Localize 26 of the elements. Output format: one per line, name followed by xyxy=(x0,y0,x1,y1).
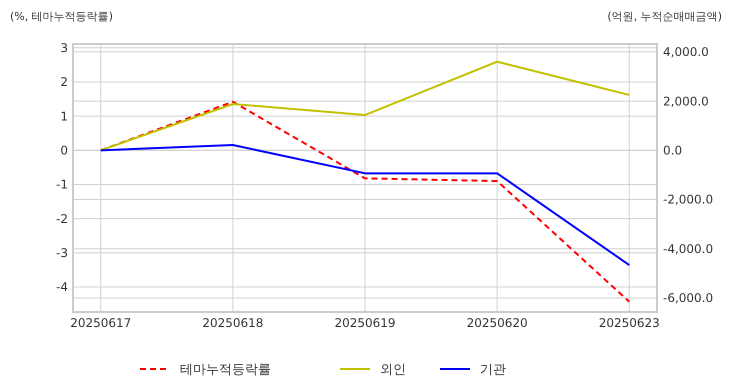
x-tick-label: 20250620 xyxy=(466,316,528,330)
y-tick-label: 3 xyxy=(60,40,68,55)
legend-label: 외인 xyxy=(380,362,406,378)
y2-tick-label: 0.0 xyxy=(663,144,682,158)
y2-tick-label: -4,000.0 xyxy=(663,242,714,256)
y-tick-label: -4 xyxy=(56,280,68,294)
x-tick-label: 20250623 xyxy=(598,316,660,330)
y-tick-label: 1 xyxy=(60,109,68,124)
x-tick-label: 20250619 xyxy=(334,316,396,330)
x-tick-label: 20250617 xyxy=(70,316,132,330)
y2-tick-label: 2,000.0 xyxy=(663,94,709,108)
y-tick-label: 0 xyxy=(60,144,68,158)
line-series xyxy=(100,60,630,152)
y2-tick-label: -2,000.0 xyxy=(663,192,714,207)
y-tick-label: -2 xyxy=(56,212,68,226)
y2-tick-label: -6,000.0 xyxy=(663,291,714,306)
legend-label: 기관 xyxy=(480,362,506,378)
y-tick-label: -1 xyxy=(56,178,68,192)
y-tick-label: 2 xyxy=(60,75,68,90)
y-tick-label: -3 xyxy=(56,246,68,260)
y2-tick-label: 4,000.0 xyxy=(663,45,709,60)
x-tick-label: 20250618 xyxy=(202,316,264,330)
y-axis-title: (%, 테마누적등락률) xyxy=(10,10,114,23)
y2-axis-title: (억원, 누적순매매금액) xyxy=(607,10,722,23)
legend-label: 테마누적등락률 xyxy=(180,362,271,378)
line-series xyxy=(100,144,630,266)
